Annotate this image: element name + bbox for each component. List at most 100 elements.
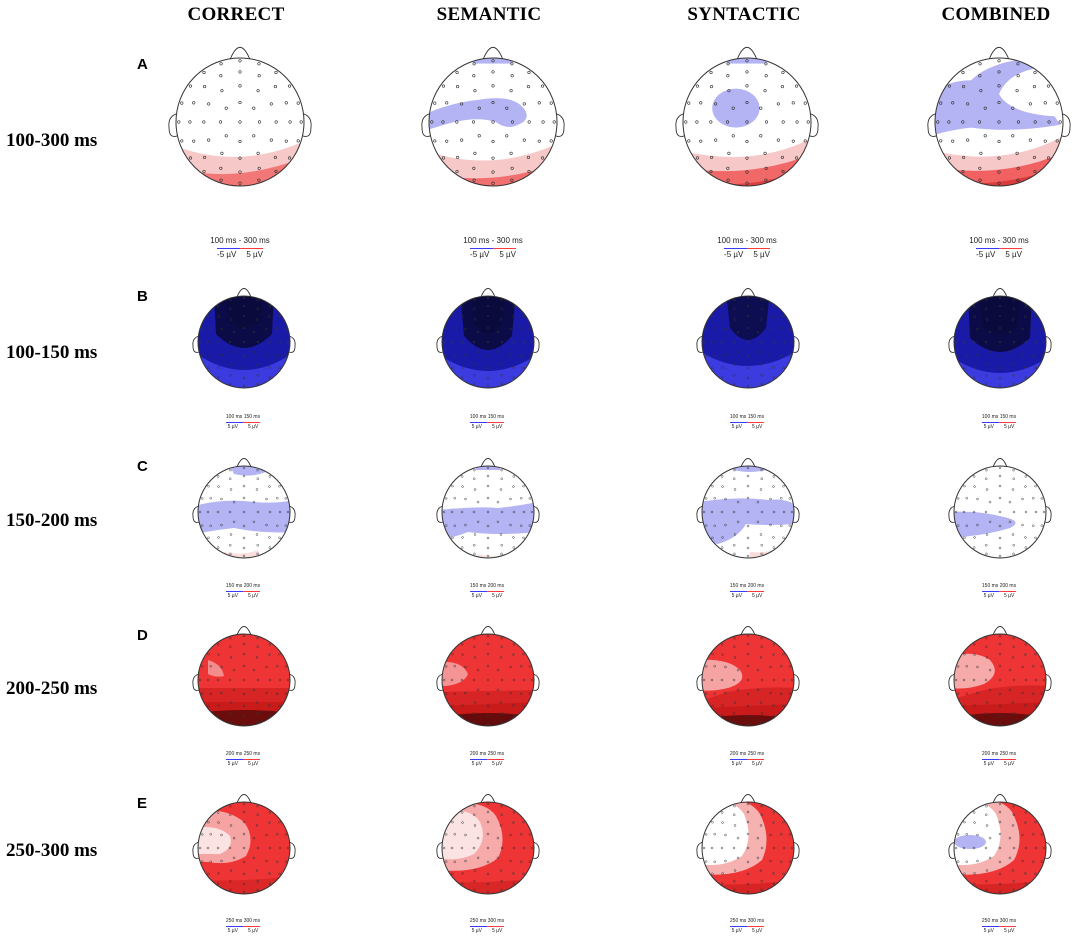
electrode-marker: [972, 643, 976, 646]
electrode-marker: [242, 354, 246, 358]
electrode-marker: [476, 668, 480, 672]
color-scale-bar: [982, 422, 1016, 423]
electrode-marker: [192, 139, 196, 143]
nose-outline: [236, 458, 252, 468]
potential-contour: [980, 296, 1020, 334]
electrode-marker: [216, 678, 220, 682]
electrode-marker: [476, 520, 480, 524]
electrode-marker: [1024, 485, 1027, 488]
electrode-marker: [527, 70, 531, 75]
electrode-marker: [1034, 536, 1037, 540]
electrode-marker: [269, 138, 273, 142]
electrode-marker: [736, 836, 740, 840]
electrode-marker: [522, 536, 525, 540]
potential-contour: [198, 500, 290, 534]
electrode-marker: [491, 120, 495, 124]
time-label-100-150: 100-150 ms: [6, 342, 98, 363]
electrode-marker: [976, 665, 979, 669]
time-label-250-300: 250-300 ms: [6, 840, 98, 861]
potential-contour: [228, 466, 266, 476]
electrode-marker: [276, 692, 279, 696]
electrode-marker: [998, 820, 1002, 824]
electrode-marker: [284, 101, 288, 105]
electrode-marker: [736, 350, 740, 354]
electrode-marker: [976, 833, 979, 837]
electrode-marker: [522, 340, 526, 344]
electrode-marker: [476, 836, 480, 840]
scale-min: -5 µV: [724, 250, 744, 259]
electrode-marker: [714, 102, 718, 106]
electrode-marker: [274, 120, 278, 124]
electrode-marker: [997, 100, 1001, 105]
electrode-marker: [522, 820, 525, 824]
electrode-marker: [699, 101, 703, 105]
electrode-marker: [704, 497, 708, 500]
right-ear-outline: [792, 673, 800, 691]
electrode-marker: [973, 366, 976, 369]
electrode-marker: [772, 485, 775, 488]
electrode-marker: [782, 872, 785, 876]
electrode-grid: [954, 466, 1046, 558]
electrode-marker: [500, 804, 503, 808]
electrode-marker: [760, 510, 764, 514]
caption-range: 100 ms 150 ms: [729, 414, 765, 420]
electrode-marker: [256, 813, 260, 816]
electrode-marker: [782, 704, 785, 708]
electrode-marker: [460, 714, 464, 717]
electrode-marker: [962, 846, 966, 850]
electrode-marker: [238, 156, 242, 160]
electrode-marker: [284, 497, 288, 500]
electrode-marker: [998, 304, 1002, 308]
electrode-marker: [713, 860, 716, 864]
electrode-marker: [278, 484, 281, 488]
left-ear-outline: [696, 841, 704, 859]
potential-contour: [954, 835, 986, 849]
electrode-marker: [486, 802, 490, 806]
potential-contour: [732, 466, 768, 472]
caption-range: 200 ms 250 ms: [981, 751, 1017, 757]
electrode-marker: [788, 354, 792, 357]
electrode-marker: [216, 305, 220, 308]
electrode-marker: [242, 810, 246, 814]
right-ear-outline: [792, 505, 800, 523]
electrode-marker: [760, 382, 763, 386]
electrode-marker: [473, 468, 476, 472]
electrode-marker: [252, 668, 256, 672]
electrode-marker: [278, 366, 281, 370]
electrode-marker: [720, 546, 724, 549]
electrode-marker: [476, 856, 480, 860]
scale-max: 5 µV: [248, 928, 259, 934]
left-ear-outline: [192, 505, 200, 523]
electrode-marker: [963, 366, 966, 370]
electrode-marker: [460, 102, 464, 106]
electrode-marker: [727, 151, 731, 155]
electrode-marker: [962, 85, 966, 89]
electrode-marker: [780, 85, 784, 89]
electrode-marker: [702, 678, 706, 682]
electrode-marker: [209, 860, 212, 864]
scale-max: 5 µV: [492, 424, 503, 430]
electrode-marker: [228, 712, 232, 715]
electrode-marker: [772, 846, 776, 850]
row-letter-d: D: [137, 627, 148, 644]
electrode-marker: [972, 546, 976, 549]
electrode-marker: [530, 510, 534, 514]
electrode-marker: [486, 882, 490, 886]
electrode-marker: [1008, 500, 1012, 504]
electrode-marker: [242, 882, 246, 886]
color-scale-bar: [226, 926, 260, 927]
electrode-marker: [242, 314, 246, 318]
head-outline: [701, 295, 795, 389]
electrode-marker: [242, 642, 246, 646]
electrode-marker: [956, 692, 960, 695]
electrode-marker: [972, 510, 976, 514]
electrode-marker: [985, 318, 989, 321]
electrode-marker: [510, 74, 514, 78]
electrode-marker: [1021, 859, 1024, 863]
electrode-marker: [732, 510, 736, 514]
electrode-marker: [1024, 536, 1027, 539]
electrode-marker: [520, 326, 523, 330]
right-ear-outline: [288, 505, 296, 523]
caption-range: 100 ms - 300 ms: [463, 236, 523, 245]
electrode-marker: [760, 880, 764, 883]
